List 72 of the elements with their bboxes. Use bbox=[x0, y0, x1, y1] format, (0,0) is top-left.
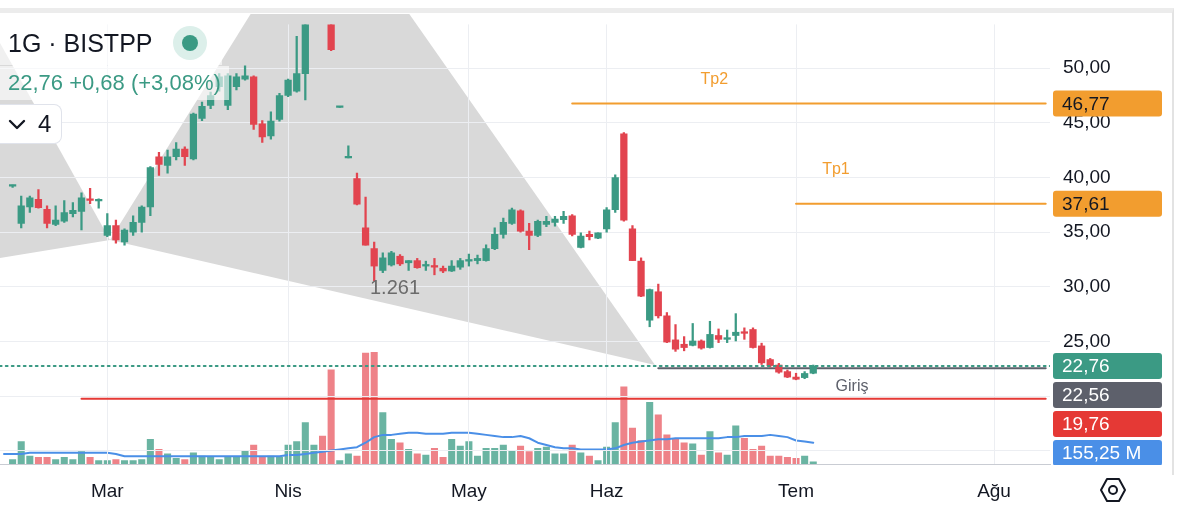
text: 155,25 M bbox=[1062, 442, 1142, 464]
bar bbox=[586, 455, 594, 464]
annotation: 1.261 bbox=[370, 276, 421, 299]
bar bbox=[95, 460, 103, 464]
bar bbox=[612, 422, 620, 464]
bar bbox=[172, 458, 181, 464]
bar bbox=[379, 412, 387, 464]
y-tick-label: 50,00 bbox=[1063, 56, 1111, 78]
x-tick-label: Nis bbox=[274, 479, 303, 501]
bar bbox=[715, 452, 723, 464]
bar bbox=[9, 459, 17, 464]
data-label: 46,77 bbox=[1062, 92, 1110, 114]
bar bbox=[672, 437, 680, 464]
bar bbox=[345, 453, 353, 464]
bar bbox=[52, 459, 60, 464]
bar bbox=[396, 442, 404, 464]
y-tick-label: 35,00 bbox=[1063, 220, 1111, 242]
x-tick-label: Haz bbox=[590, 479, 624, 501]
bar bbox=[534, 447, 542, 464]
bar bbox=[112, 459, 120, 464]
bar bbox=[431, 447, 439, 464]
data-label: 37,61 bbox=[1062, 192, 1110, 214]
bar bbox=[439, 456, 447, 464]
bar bbox=[629, 427, 637, 464]
bar bbox=[259, 456, 267, 464]
x-tick-label: Tem bbox=[778, 479, 815, 501]
bar bbox=[517, 445, 525, 464]
bar bbox=[35, 456, 43, 464]
bar bbox=[104, 460, 112, 464]
annotation: 4 bbox=[38, 110, 52, 137]
bar bbox=[336, 460, 344, 464]
collapse-button: 4 bbox=[0, 104, 62, 144]
bar bbox=[706, 431, 714, 464]
bar bbox=[698, 454, 706, 464]
y-tick-label: 25,00 bbox=[1063, 329, 1111, 351]
x-tick-label: Mar bbox=[91, 479, 125, 501]
bar bbox=[577, 452, 585, 464]
bar bbox=[620, 386, 628, 464]
y-tick-label: 40,00 bbox=[1063, 165, 1111, 187]
ref-line-label: 22,76 bbox=[1062, 355, 1110, 377]
chart-title: 1G · BISTPP bbox=[8, 28, 153, 58]
x-tick-label: Ağu bbox=[977, 479, 1012, 501]
bar bbox=[233, 456, 241, 464]
bar bbox=[327, 369, 335, 464]
bar bbox=[810, 461, 818, 464]
text: 22,76 +0,68 (+3,08%) bbox=[0, 66, 229, 100]
bar bbox=[448, 439, 456, 464]
series-label: Giriş bbox=[835, 376, 869, 394]
bar bbox=[525, 451, 533, 464]
bar bbox=[276, 456, 284, 464]
data-label: 22,56 bbox=[1062, 384, 1110, 406]
bar bbox=[646, 402, 654, 464]
bar bbox=[43, 456, 51, 464]
series-label: Tp1 bbox=[822, 160, 851, 178]
bar bbox=[474, 455, 482, 464]
bar bbox=[414, 453, 422, 464]
bar bbox=[388, 439, 396, 464]
data-label: 19,76 bbox=[1062, 413, 1110, 435]
bar bbox=[689, 443, 697, 464]
bar bbox=[801, 455, 809, 464]
series-label: Tp2 bbox=[700, 69, 729, 87]
bar bbox=[680, 442, 688, 464]
bar bbox=[181, 459, 189, 464]
bar bbox=[405, 449, 413, 464]
bar bbox=[422, 454, 430, 464]
y-tick-label: 30,00 bbox=[1063, 275, 1111, 297]
candlestick bbox=[405, 260, 413, 271]
bar bbox=[370, 352, 379, 464]
bar bbox=[784, 456, 792, 464]
x-tick-label: May bbox=[451, 479, 488, 501]
bar bbox=[121, 460, 129, 464]
bar bbox=[86, 456, 94, 464]
